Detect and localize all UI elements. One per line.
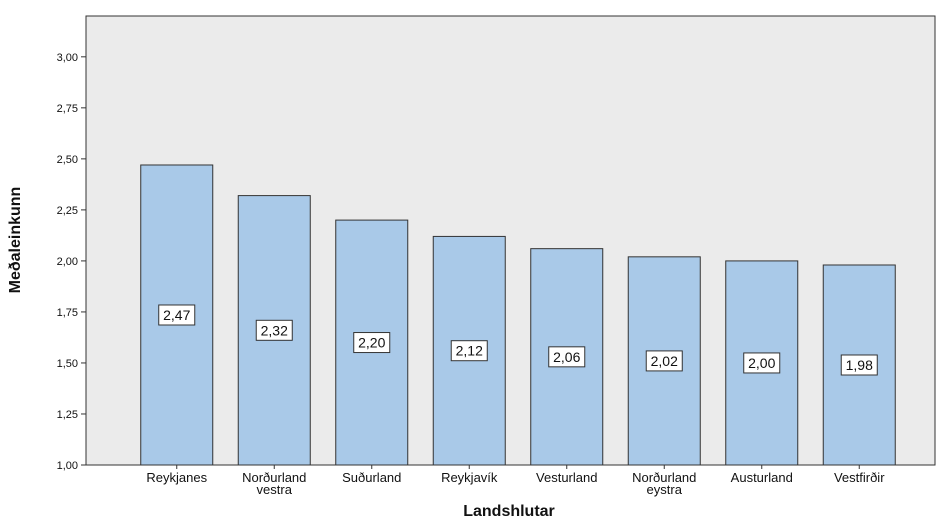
data-label: 2,06 bbox=[553, 349, 580, 365]
data-label: 2,12 bbox=[456, 343, 483, 359]
data-label-box bbox=[450, 340, 488, 362]
y-tick-label: 2,50 bbox=[57, 154, 78, 166]
data-label: 2,00 bbox=[748, 355, 775, 371]
y-tick-label: 2,00 bbox=[57, 256, 78, 268]
y-axis: 1,00 1,25 1,50 1,75 2,00 2,25 2,50 2,75 3,00 bbox=[57, 52, 86, 472]
bars-group: 2,47 2,32 2,20 2,12 2,06 2,02 2,00 1,98 bbox=[140, 164, 896, 466]
data-label: 2,20 bbox=[358, 335, 385, 351]
x-axis-title: Landshlutar bbox=[463, 503, 555, 520]
data-label: 1,98 bbox=[846, 357, 873, 373]
y-tick-label: 2,75 bbox=[57, 103, 78, 115]
x-tick-label: vestra bbox=[257, 482, 293, 497]
y-tick-label: 1,00 bbox=[57, 460, 78, 472]
data-label: 2,32 bbox=[261, 322, 288, 338]
x-tick-label: Austurland bbox=[731, 470, 793, 485]
y-tick-label: 1,50 bbox=[57, 358, 78, 370]
data-label-box bbox=[645, 350, 683, 372]
data-label-box bbox=[743, 352, 781, 374]
data-label-box bbox=[840, 354, 878, 376]
data-label-box bbox=[255, 319, 293, 341]
data-label-box bbox=[353, 332, 391, 354]
bar bbox=[140, 164, 214, 466]
x-tick-label: Reykjavík bbox=[441, 470, 498, 485]
x-tick-label: Vestfirðir bbox=[834, 470, 885, 485]
data-label-box bbox=[158, 304, 196, 326]
x-tick-label: Reykjanes bbox=[146, 470, 207, 485]
y-tick-label: 3,00 bbox=[57, 52, 78, 64]
data-label: 2,47 bbox=[163, 307, 190, 323]
y-tick-label: 1,25 bbox=[57, 409, 78, 421]
x-tick-label: Norðurland bbox=[632, 470, 696, 485]
data-label: 2,02 bbox=[651, 353, 678, 369]
x-tick-label: eystra bbox=[647, 482, 683, 497]
plot-area bbox=[85, 15, 936, 466]
y-tick-label: 1,75 bbox=[57, 307, 78, 319]
data-label-box bbox=[548, 346, 586, 368]
x-tick-label: Norðurland bbox=[242, 470, 306, 485]
x-tick-label: Suðurland bbox=[342, 470, 401, 485]
y-axis-title: Meðaleinkunn bbox=[7, 187, 24, 294]
y-tick-label: 2,25 bbox=[57, 205, 78, 217]
x-tick-label: Vesturland bbox=[536, 470, 597, 485]
